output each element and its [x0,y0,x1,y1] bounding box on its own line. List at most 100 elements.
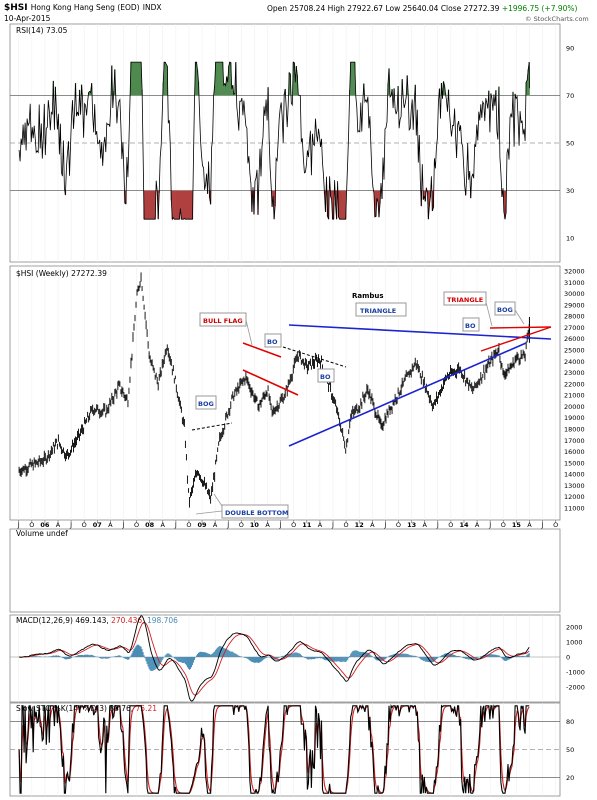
macd-tick-label: 1000 [566,639,583,647]
bog2-label: BOG [497,306,513,314]
bo-2010-dashed-line [282,346,347,368]
x-tick-label: A [213,521,218,529]
x-tick-label: J [69,521,72,529]
frame-vol [9,528,561,613]
price-tick-label: 19000 [564,414,585,422]
frame-macd [9,614,561,703]
x-tick-label: 14 [459,521,469,529]
x-tick-label: A [108,521,113,529]
x-tick-label: 12 [355,521,364,529]
price-tick-label: 27000 [564,324,585,332]
bog1-box [195,395,217,410]
x-tick-label: J [174,521,177,529]
chart-date: 10-Apr-2015 [4,14,51,23]
x-tick-label: O [501,521,506,529]
volume-panel: Volume undef [16,529,68,538]
price-tick-label: 13000 [564,482,585,490]
macd-signal-value: 270.436 [111,616,142,625]
x-tick-label: J [436,521,439,529]
price-tick-label: 18000 [564,426,585,434]
close-value: 27272.39 [463,4,500,13]
watermark: © StockCharts.com [525,15,589,23]
rsi-axis: 10 30 50 70 90 [566,44,574,242]
bull-flag-lower-line [242,369,299,396]
sto-k-line [18,704,530,794]
exchange: INDX [142,3,162,12]
high-label: High [327,4,345,13]
x-tick-label: 15 [512,521,522,529]
stochastic-label: Slow STO %K(14) %D(3) 83.76, 75.21 [16,704,157,713]
x-tick-label: 08 [145,521,155,529]
x-tick-label: J [488,521,491,529]
macd-tick-label: 2000 [566,624,583,632]
double-bottom-label: DOUBLE BOTTOM [225,509,289,517]
x-tick-label: A [527,521,532,529]
time-axis: J O 06 A J O 07 A J O 08 A J O 09 A J O 10 A J O 11 A J O 12 A J O 13 A… [17,520,558,529]
price-tick-label: 24000 [564,358,585,366]
red-triangle-lower-line [480,326,552,352]
macd-axis: 2000 1000 0 -1000 -2000 [566,624,585,692]
x-tick-label: J [226,521,229,529]
x-tick-label: O [186,521,191,529]
x-tick-label: O [396,521,401,529]
x-tick-label: J [541,521,544,529]
x-tick-label: 13 [407,521,416,529]
symbol: $HSI [4,3,28,13]
high-value: 27922.67 [347,4,384,13]
macd-label: MACD(12,26,9) 469.143, 270.436, 198.706 [16,616,178,625]
triangle-blue-label: TRIANGLE [360,307,396,315]
macd-separator: , [142,616,147,625]
price-tick-label: 32000 [564,268,585,276]
triangle-blue-box [355,302,407,317]
price-tick-label: 15000 [564,459,585,467]
low-label: Low [385,4,401,13]
x-tick-label: 07 [93,521,102,529]
triangle-lower-trendline [288,342,527,447]
sto-tick-label: 50 [566,746,574,754]
macd-main-value: MACD(12,26,9) 469.143, [16,616,111,625]
macd-line [19,615,530,702]
x-tick-label: O [29,521,34,529]
x-tick-label: O [239,521,244,529]
x-tick-label: O [448,521,453,529]
volume-label: Volume undef [16,529,68,538]
red-triangle-upper-line [489,326,552,329]
close-label: Close [440,4,462,13]
bo1-label: BO [267,338,278,346]
price-tick-label: 11000 [564,505,585,513]
open-value: 25708.24 [289,4,326,13]
rsi-tick-label: 10 [566,235,574,243]
sto-d-value: 75.21 [136,704,158,713]
macd-tick-label: 0 [566,654,570,662]
price-tick-label: 14000 [564,471,585,479]
bo3-label: BO [465,322,476,330]
macd-panel: MACD(12,26,9) 469.143, 270.436, 198.706 … [10,615,585,702]
x-tick-label: A [161,521,166,529]
x-tick-label: J [17,521,20,529]
price-tick-label: 28000 [564,313,585,321]
bog-2009-dashed-line [191,422,233,431]
x-tick-label: 10 [250,521,260,529]
price-tick-label: 21000 [564,392,585,400]
rsi-tick-label: 30 [566,187,574,195]
double-bottom-pointer-2 [213,493,223,507]
bull-flag-pointer [245,319,253,346]
bull-flag-label: BULL FLAG [203,317,243,325]
price-tick-label: 16000 [564,448,585,456]
bog2-pointer [514,309,525,325]
x-tick-label: 09 [198,521,208,529]
triangle-red-pointer [485,301,493,327]
rsi-line [18,61,530,221]
macd-hist-value: 198.706 [147,616,178,625]
rsi-tick-label: 70 [566,92,574,100]
price-tick-label: 25000 [564,347,585,355]
price-tick-label: 22000 [564,380,585,388]
rambus-text: Rambus [352,292,384,300]
rsi-series [10,61,560,221]
bo2-label: BO [320,373,331,381]
triangle-red-box [443,291,487,306]
bo1-box [264,333,282,348]
price-axis: 11000 12000 13000 14000 15000 16000 17000 18000… [564,268,585,513]
price-tick-label: 30000 [564,290,585,298]
macd-signal-line [19,621,530,696]
